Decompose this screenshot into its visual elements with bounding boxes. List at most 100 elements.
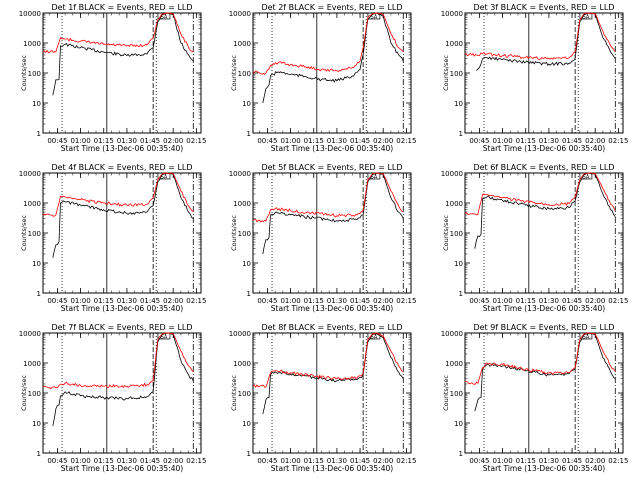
x-tick-label: 01:45: [562, 457, 582, 465]
x-tick-label: 02:15: [396, 297, 416, 305]
plot-frame: [464, 332, 624, 454]
y-tick-label: 1000: [233, 40, 251, 48]
y-tick-label: 10: [454, 100, 463, 108]
y-tick-label: 10000: [229, 330, 251, 338]
series-line-events: [52, 12, 194, 96]
saa-marker-label: SA: [161, 335, 168, 341]
y-tick-label: 10000: [229, 170, 251, 178]
y-axis-label: Counts/sec: [230, 375, 238, 411]
x-tick-label: 02:00: [585, 457, 605, 465]
y-tick-label: 1: [459, 290, 463, 298]
x-tick-label: 02:15: [608, 457, 628, 465]
chart-det-8: Det 8f BLACK = Events, RED = LLD 1 10 100 10…: [229, 323, 417, 473]
saa-marker-label: SA: [583, 175, 590, 181]
y-tick-label: 1000: [445, 360, 463, 368]
x-tick-label: 02:15: [608, 137, 628, 145]
y-tick-label: 10: [454, 420, 463, 428]
chart-det-5: Det 5f BLACK = Events, RED = LLD 1 10 100 10…: [229, 163, 417, 313]
y-tick-label: 100: [28, 230, 41, 238]
y-tick-label: 10: [242, 100, 251, 108]
saa-marker-label: SA: [583, 335, 590, 341]
x-tick-label: 02:15: [608, 297, 628, 305]
x-tick-label: 01:15: [516, 457, 536, 465]
x-tick-label: 01:45: [140, 457, 160, 465]
x-tick-label: 01:30: [117, 297, 137, 305]
x-axis-label: Start Time (13-Dec-06 00:35:40): [483, 464, 605, 473]
y-tick-label: 1: [37, 290, 41, 298]
x-tick-label: 01:30: [117, 137, 137, 145]
y-tick-label: 1: [247, 290, 251, 298]
x-tick-label: 00:45: [47, 297, 67, 305]
series-line-events: [262, 12, 404, 104]
x-tick-label: 02:00: [585, 297, 605, 305]
y-tick-label: 10: [32, 100, 41, 108]
chart-title: Det 5f BLACK = Events, RED = LLD: [261, 163, 402, 172]
x-tick-label: 02:00: [163, 137, 183, 145]
x-tick-label: 02:15: [186, 457, 206, 465]
x-tick-label: 01:15: [94, 297, 114, 305]
y-axis-label: Counts/sec: [20, 55, 28, 91]
x-tick-label: 02:15: [186, 297, 206, 305]
x-tick-label: 01:00: [280, 457, 300, 465]
y-tick-label: 1000: [445, 200, 463, 208]
x-tick-label: 00:45: [469, 297, 489, 305]
saa-marker-box: [157, 332, 171, 340]
chart-det-6: Det 6f BLACK = Events, RED = LLD 1 10 100 10…: [441, 163, 629, 313]
saa-marker-box: [579, 172, 593, 180]
x-axis-label: Start Time (13-Dec-06 00:35:40): [271, 304, 393, 313]
x-tick-label: 01:30: [539, 457, 559, 465]
series-line-events: [52, 172, 194, 258]
y-tick-label: 1: [37, 130, 41, 138]
x-tick-label: 01:15: [94, 137, 114, 145]
y-tick-label: 100: [28, 390, 41, 398]
series-line-lld: [42, 172, 194, 217]
saa-marker-label: SA: [371, 335, 378, 341]
chart-title: Det 9f BLACK = Events, RED = LLD: [473, 323, 614, 332]
x-tick-label: 01:45: [562, 297, 582, 305]
series-line-lld: [464, 172, 616, 216]
x-tick-label: 01:15: [94, 457, 114, 465]
plot-frame: [252, 172, 412, 294]
x-tick-label: 01:30: [327, 137, 347, 145]
y-tick-label: 10: [242, 420, 251, 428]
x-tick-label: 01:30: [327, 297, 347, 305]
y-tick-label: 1000: [23, 40, 41, 48]
y-tick-label: 1000: [445, 40, 463, 48]
x-tick-label: 01:30: [539, 137, 559, 145]
saa-marker-label: SA: [583, 15, 590, 21]
x-axis-label: Start Time (13-Dec-06 00:35:40): [61, 464, 183, 473]
x-tick-label: 01:15: [304, 137, 324, 145]
chart-title: Det 4f BLACK = Events, RED = LLD: [51, 163, 192, 172]
x-axis-label: Start Time (13-Dec-06 00:35:40): [483, 304, 605, 313]
series-line-events: [262, 333, 404, 415]
x-tick-label: 01:00: [492, 297, 512, 305]
y-axis-label: Counts/sec: [230, 55, 238, 91]
y-tick-label: 10000: [19, 10, 41, 18]
chart-title: Det 8f BLACK = Events, RED = LLD: [261, 323, 402, 332]
y-tick-label: 10000: [229, 10, 251, 18]
x-tick-label: 01:45: [140, 297, 160, 305]
x-tick-label: 00:45: [257, 137, 277, 145]
y-tick-label: 10000: [441, 10, 463, 18]
x-axis-label: Start Time (13-Dec-06 00:35:40): [271, 464, 393, 473]
y-tick-label: 10000: [19, 170, 41, 178]
y-tick-label: 100: [28, 70, 41, 78]
y-tick-label: 1: [247, 450, 251, 458]
x-axis-label: Start Time (13-Dec-06 00:35:40): [483, 144, 605, 153]
plot-frame: [42, 172, 202, 294]
x-tick-label: 01:00: [70, 137, 90, 145]
x-tick-label: 01:15: [516, 297, 536, 305]
series-line-lld: [252, 12, 404, 75]
y-tick-label: 1: [459, 450, 463, 458]
y-axis-label: Counts/sec: [442, 375, 450, 411]
series-line-events: [474, 332, 616, 412]
x-tick-label: 01:45: [140, 137, 160, 145]
x-axis-label: Start Time (13-Dec-06 00:35:40): [271, 144, 393, 153]
chart-det-4: Det 4f BLACK = Events, RED = LLD 1 10 100 10…: [19, 163, 207, 313]
chart-title: Det 6f BLACK = Events, RED = LLD: [473, 163, 614, 172]
series-line-lld: [464, 12, 616, 60]
y-tick-label: 1000: [23, 360, 41, 368]
saa-marker-label: SA: [371, 175, 378, 181]
x-tick-label: 01:15: [304, 297, 324, 305]
